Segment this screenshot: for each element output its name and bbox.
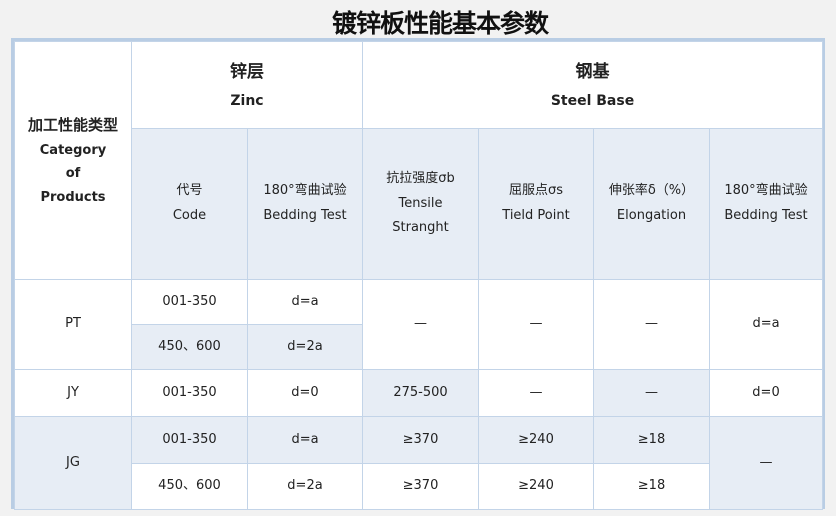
yield-cell: ≥240 <box>478 463 594 510</box>
bending-cell: d=a <box>247 279 363 325</box>
elongation-cell: ≥18 <box>593 463 710 510</box>
elongation-cell: ≥18 <box>593 416 710 464</box>
tensile-cell: 275-500 <box>362 369 479 417</box>
code-cell: 001-350 <box>131 416 248 464</box>
page-title: 镀锌板性能基本参数 <box>331 9 549 38</box>
column-header-elongation: 伸张率δ（%） Elongation <box>593 128 710 280</box>
steel-header-en: Steel Base <box>550 92 635 109</box>
category-cell: PT <box>14 279 132 370</box>
category-cell: JG <box>14 416 132 510</box>
zinc-group-header: 锌层 Zinc <box>131 41 363 129</box>
column-header-code: 代号 Code <box>131 128 248 280</box>
code-cell: 001-350 <box>131 369 248 417</box>
code-cell: 450、600 <box>131 463 248 510</box>
steel-header-cn: 钢基 <box>575 61 610 82</box>
table-row: 450、600 d=2a ≥370 ≥240 ≥18 <box>15 463 823 510</box>
column-header-tensile: 抗拉强度σb Tensile Stranght <box>362 128 479 280</box>
zinc-header-en: Zinc <box>230 92 264 109</box>
column-header-steel-bending: 180°弯曲试验 Bedding Test <box>708 128 824 280</box>
category-header: 加工性能类型 Category of Products <box>14 41 132 280</box>
code-cell: 450、600 <box>131 324 248 370</box>
elongation-cell: — <box>593 279 710 370</box>
parameters-table: 加工性能类型 Category of Products 锌层 Zinc 钢基 S… <box>11 38 825 510</box>
category-cell: JY <box>14 369 132 417</box>
elongation-cell: — <box>593 369 710 417</box>
column-header-yield: 屈服点σs Tield Point <box>478 128 594 280</box>
table-row: PT 001-350 d=a — — — d=a <box>14 279 824 370</box>
steel-bending-cell: d=a <box>708 279 824 370</box>
yield-cell: — <box>478 279 594 370</box>
table-row: 450、600 d=2a <box>15 324 823 370</box>
steel-bending-cell: — <box>708 416 824 510</box>
steel-bending-cell: d=0 <box>708 369 824 417</box>
yield-cell: — <box>478 369 594 417</box>
table-row: JY 001-350 d=0 275-500 — — d=0 <box>14 369 824 417</box>
category-header-en: Category of Products <box>39 142 107 205</box>
column-header-zinc-bending: 180°弯曲试验 Bedding Test <box>247 128 363 280</box>
zinc-header-cn: 锌层 <box>230 61 264 82</box>
steel-group-header: 钢基 Steel Base <box>361 41 824 129</box>
bending-cell: d=a <box>247 416 363 464</box>
category-header-cn: 加工性能类型 <box>27 115 118 134</box>
tensile-cell: ≥370 <box>362 416 479 464</box>
yield-cell: ≥240 <box>478 416 594 464</box>
table-row: JG 001-350 d=a ≥370 ≥240 ≥18 — <box>14 416 824 510</box>
bending-cell: d=0 <box>247 369 363 417</box>
bending-cell: d=2a <box>247 463 363 510</box>
tensile-cell: ≥370 <box>362 463 479 510</box>
code-cell: 001-350 <box>131 279 248 325</box>
bending-cell: d=2a <box>247 324 363 370</box>
tensile-cell: — <box>362 279 479 370</box>
